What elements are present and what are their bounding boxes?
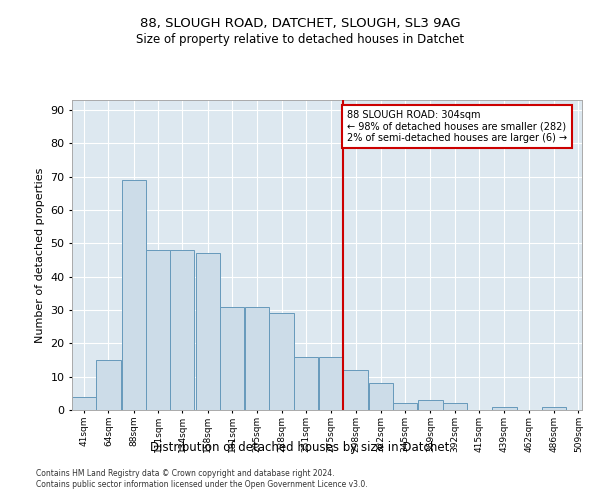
Bar — [170, 250, 194, 410]
Text: 88, SLOUGH ROAD, DATCHET, SLOUGH, SL3 9AG: 88, SLOUGH ROAD, DATCHET, SLOUGH, SL3 9A… — [140, 18, 460, 30]
Bar — [220, 306, 244, 410]
Bar — [369, 384, 393, 410]
Bar — [196, 254, 220, 410]
Bar — [245, 306, 269, 410]
Text: Distribution of detached houses by size in Datchet: Distribution of detached houses by size … — [151, 441, 449, 454]
Bar — [96, 360, 121, 410]
Text: Size of property relative to detached houses in Datchet: Size of property relative to detached ho… — [136, 32, 464, 46]
Bar — [542, 406, 566, 410]
Y-axis label: Number of detached properties: Number of detached properties — [35, 168, 44, 342]
Text: 88 SLOUGH ROAD: 304sqm
← 98% of detached houses are smaller (282)
2% of semi-det: 88 SLOUGH ROAD: 304sqm ← 98% of detached… — [347, 110, 566, 143]
Bar — [122, 180, 146, 410]
Bar — [319, 356, 343, 410]
Bar — [393, 404, 417, 410]
Text: Contains public sector information licensed under the Open Government Licence v3: Contains public sector information licen… — [36, 480, 368, 489]
Bar — [492, 406, 517, 410]
Bar — [443, 404, 467, 410]
Bar — [72, 396, 96, 410]
Bar — [269, 314, 294, 410]
Bar — [343, 370, 368, 410]
Bar — [418, 400, 443, 410]
Bar — [294, 356, 318, 410]
Text: Contains HM Land Registry data © Crown copyright and database right 2024.: Contains HM Land Registry data © Crown c… — [36, 468, 335, 477]
Bar — [146, 250, 170, 410]
